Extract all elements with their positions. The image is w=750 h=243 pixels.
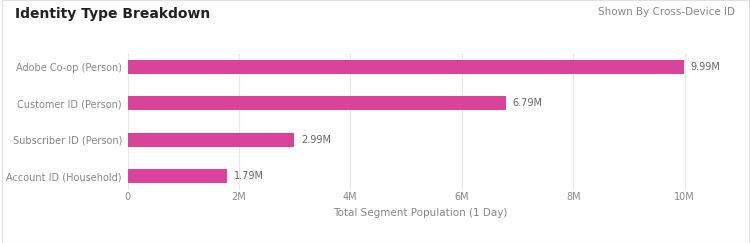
Text: 6.79M: 6.79M [512,98,542,108]
X-axis label: Total Segment Population (1 Day): Total Segment Population (1 Day) [333,208,507,218]
Text: Shown By Cross-Device ID: Shown By Cross-Device ID [598,7,735,17]
Bar [128,169,227,183]
Text: 2.99M: 2.99M [301,135,331,145]
Bar [128,96,506,110]
Bar [128,133,294,147]
Bar [128,60,684,74]
Text: Identity Type Breakdown: Identity Type Breakdown [15,7,210,21]
Text: 9.99M: 9.99M [691,61,721,72]
Text: 1.79M: 1.79M [234,171,264,182]
